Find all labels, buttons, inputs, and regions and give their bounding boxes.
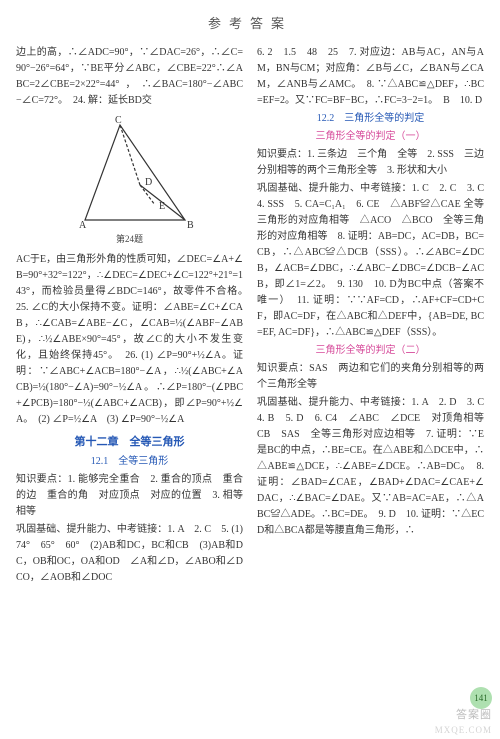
right-p5: 巩固基础、提升能力、中考链接：1. A 2. D 3. C 4. B 5. D … — [257, 395, 484, 539]
left-p1: 边上的高，∴∠ADC=90°，∵∠DAC=26°，∴∠C=90°−26°=64°… — [16, 45, 243, 109]
right-p3: 巩固基础、提升能力、中考链接：1. C 2. C 3. C 4. SSS 5. … — [257, 181, 484, 341]
svg-text:C: C — [115, 115, 122, 126]
page-title: 参考答案 — [0, 0, 500, 45]
chapter-heading: 第十二章 全等三角形 — [16, 434, 243, 452]
svg-text:D: D — [145, 177, 152, 188]
right-column: 6. 2 1.5 48 25 7. 对应边：AB与AC，AN与AM，BN与CM；… — [257, 45, 484, 588]
right-p1: 6. 2 1.5 48 25 7. 对应边：AB与AC，AN与AM，BN与CM；… — [257, 45, 484, 109]
watermark-sub: MXQE.COM — [435, 723, 492, 737]
page-number-badge: 141 — [470, 687, 492, 709]
right-p4: 知识要点：SAS 两边和它们的夹角分别相等的两个三角形全等 — [257, 361, 484, 393]
svg-text:E: E — [159, 201, 165, 212]
left-p4: 巩固基础、提升能力、中考链接：1. A 2. C 5. (1)74° 65° 6… — [16, 522, 243, 586]
left-p2: AC于E，由三角形外角的性质可知，∠DEC=∠A+∠B=90°+32°=122°… — [16, 252, 243, 428]
left-column: 边上的高，∴∠ADC=90°，∵∠DAC=26°，∴∠C=90°−26°=64°… — [16, 45, 243, 588]
right-p2: 知识要点：1. 三条边 三个角 全等 2. SSS 三边分别相等的两个三角形全等… — [257, 147, 484, 179]
svg-text:B: B — [187, 220, 194, 230]
section-heading-12-1: 12.1 全等三角形 — [16, 454, 243, 470]
triangle-diagram-svg: A B C D E — [65, 115, 195, 230]
figure-24: A B C D E 第24题 — [16, 115, 243, 246]
left-p3: 知识要点：1. 能够完全重合 2. 重合的顶点 重合的边 重合的角 对应顶点 对… — [16, 472, 243, 520]
figure-caption: 第24题 — [16, 232, 243, 246]
subsection-heading-1: 三角形全等的判定（一） — [257, 129, 484, 145]
subsection-heading-2: 三角形全等的判定（二） — [257, 343, 484, 359]
svg-text:A: A — [79, 220, 87, 230]
content-columns: 边上的高，∴∠ADC=90°，∵∠DAC=26°，∴∠C=90°−26°=64°… — [0, 45, 500, 588]
section-heading-12-2: 12.2 三角形全等的判定 — [257, 111, 484, 127]
